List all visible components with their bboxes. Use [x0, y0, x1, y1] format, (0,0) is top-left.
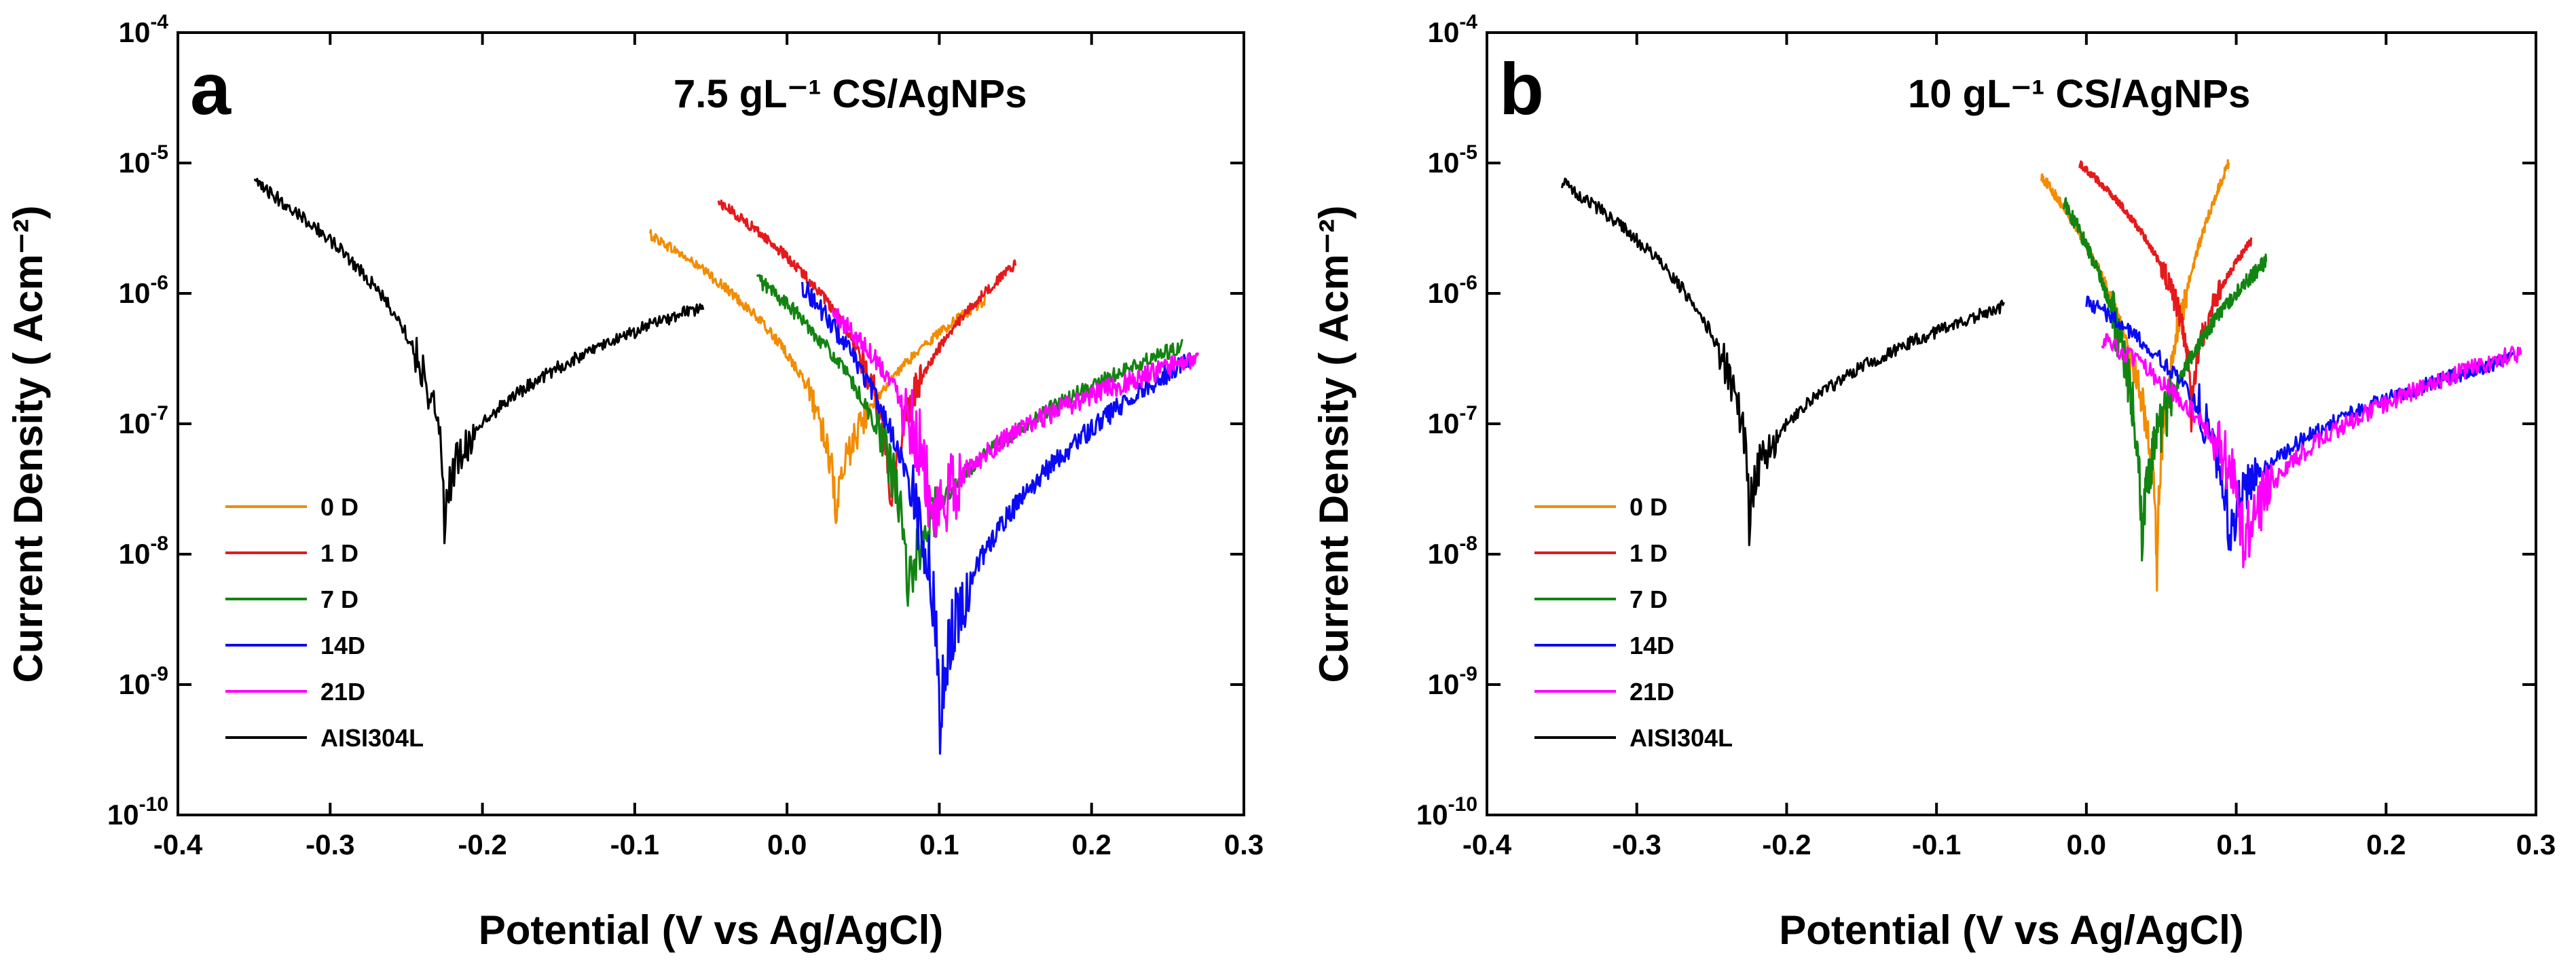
y-tick-exponent: -10	[1448, 793, 1477, 816]
series-line-21d	[2101, 333, 2522, 568]
legend-label: AISI304L	[320, 724, 424, 752]
x-tick-label: -0.4	[153, 829, 203, 860]
y-tick-base: 10	[1428, 538, 1460, 570]
y-tick-base: 10	[1428, 277, 1460, 309]
x-tick-label: 0.0	[767, 829, 807, 860]
y-tick-base: 10	[1428, 668, 1460, 700]
y-tick-exponent: -4	[150, 11, 168, 33]
curves	[253, 177, 1200, 755]
y-tick-base: 10	[119, 407, 151, 439]
y-tick-exponent: -6	[150, 272, 168, 294]
legend-label: 14D	[1630, 632, 1674, 659]
panel-letter: a	[190, 48, 232, 130]
panel-title: 7.5 gL⁻¹ CS/AgNPs	[674, 72, 1027, 116]
y-tick-label: 10-9	[119, 663, 168, 700]
legend: 0 D 1 D 7 D 14D 21D AISI304L	[225, 493, 424, 752]
legend-label: 21D	[1630, 678, 1674, 706]
y-tick-exponent: -7	[150, 402, 168, 424]
x-tick-label: 0.2	[2366, 829, 2406, 860]
series-line-21d	[831, 308, 1200, 539]
x-tick-label: -0.3	[1613, 829, 1661, 860]
x-tick-label: 0.3	[1224, 829, 1264, 860]
x-tick-label: -0.4	[1462, 829, 1512, 860]
y-tick-exponent: -5	[150, 141, 168, 164]
legend-label: 14D	[320, 632, 365, 659]
y-axis-title: Current Density ( Acm⁻²)	[1311, 206, 1357, 683]
y-tick-label: 10-8	[1428, 532, 1477, 570]
x-tick-label: 0.0	[2067, 829, 2106, 860]
x-tick-label: 0.1	[2216, 829, 2256, 860]
series-line-1d	[717, 199, 1017, 507]
curves	[1560, 159, 2522, 592]
chart-panel-a: -0.4 -0.3 -0.2 -0.1 0.0 0.1 0.2 0.310-1010-910-…	[5, 11, 1264, 953]
y-tick-exponent: -4	[1459, 11, 1477, 33]
x-axis-title: Potential (V vs Ag/AgCl)	[1779, 907, 2244, 953]
y-tick-label: 10-7	[1428, 402, 1477, 439]
x-tick-label: 0.2	[1072, 829, 1111, 860]
series-line-aisi304l	[253, 177, 705, 545]
y-tick-base: 10	[1428, 407, 1460, 439]
panel-letter: b	[1499, 48, 1544, 130]
y-tick-exponent: -8	[150, 532, 168, 555]
legend-label: 21D	[320, 678, 365, 706]
y-tick-label: 10-6	[119, 272, 168, 309]
y-tick-base: 10	[107, 799, 139, 831]
y-tick-exponent: -8	[1459, 532, 1477, 555]
y-tick-label: 10-9	[1428, 663, 1477, 700]
y-tick-base: 10	[119, 147, 151, 179]
legend-label: 7 D	[320, 585, 358, 613]
y-axis-title: Current Density ( Acm⁻²)	[5, 206, 51, 683]
y-tick-base: 10	[1428, 16, 1460, 48]
panel-title: 10 gL⁻¹ CS/AgNPs	[1908, 72, 2250, 116]
x-axis-title: Potential (V vs Ag/AgCl)	[479, 907, 944, 953]
legend-label: AISI304L	[1630, 724, 1733, 752]
y-tick-base: 10	[119, 16, 151, 48]
x-tick-label: -0.1	[610, 829, 659, 860]
y-tick-base: 10	[1428, 147, 1460, 179]
y-tick-exponent: -7	[1459, 402, 1477, 424]
y-tick-label: 10-4	[119, 11, 169, 48]
legend-label: 0 D	[320, 493, 358, 521]
y-tick-label: 10-6	[1428, 272, 1477, 309]
y-tick-label: 10-5	[1428, 141, 1477, 179]
y-tick-label: 10-8	[119, 532, 168, 570]
series-line-aisi304l	[1560, 177, 2005, 547]
x-tick-label: 0.3	[2516, 829, 2556, 860]
x-tick-label: -0.3	[306, 829, 354, 860]
x-tick-label: -0.1	[1912, 829, 1961, 860]
y-tick-label: 10-4	[1428, 11, 1478, 48]
series-line-14d	[801, 281, 1192, 755]
x-tick-label: -0.2	[458, 829, 507, 860]
y-tick-exponent: -6	[1459, 272, 1477, 294]
legend-label: 7 D	[1630, 585, 1668, 613]
chart-panel-b: -0.4 -0.3 -0.2 -0.1 0.0 0.1 0.2 0.310-1010-910-…	[1311, 11, 2556, 953]
x-tick-label: 0.1	[919, 829, 959, 860]
y-tick-label: 10-10	[1416, 793, 1477, 831]
y-tick-label: 10-7	[119, 402, 168, 439]
y-tick-base: 10	[119, 668, 151, 700]
series-line-14d	[2085, 295, 2515, 551]
y-tick-label: 10-5	[119, 141, 168, 179]
y-tick-base: 10	[1416, 799, 1448, 831]
legend-label: 1 D	[320, 539, 358, 567]
series-line-1d	[2078, 160, 2253, 433]
y-tick-base: 10	[119, 277, 151, 309]
y-tick-exponent: -10	[139, 793, 168, 816]
series-line-7d	[2063, 197, 2268, 562]
y-tick-label: 10-10	[107, 793, 168, 831]
series-line-0d	[648, 229, 987, 524]
y-tick-exponent: -9	[150, 663, 168, 685]
x-tick-label: -0.2	[1762, 829, 1811, 860]
y-tick-exponent: -5	[1459, 141, 1477, 164]
y-tick-base: 10	[119, 538, 151, 570]
legend-label: 0 D	[1630, 493, 1668, 521]
legend-label: 1 D	[1630, 539, 1668, 567]
legend: 0 D 1 D 7 D 14D 21D AISI304L	[1534, 493, 1733, 752]
y-tick-exponent: -9	[1459, 663, 1477, 685]
